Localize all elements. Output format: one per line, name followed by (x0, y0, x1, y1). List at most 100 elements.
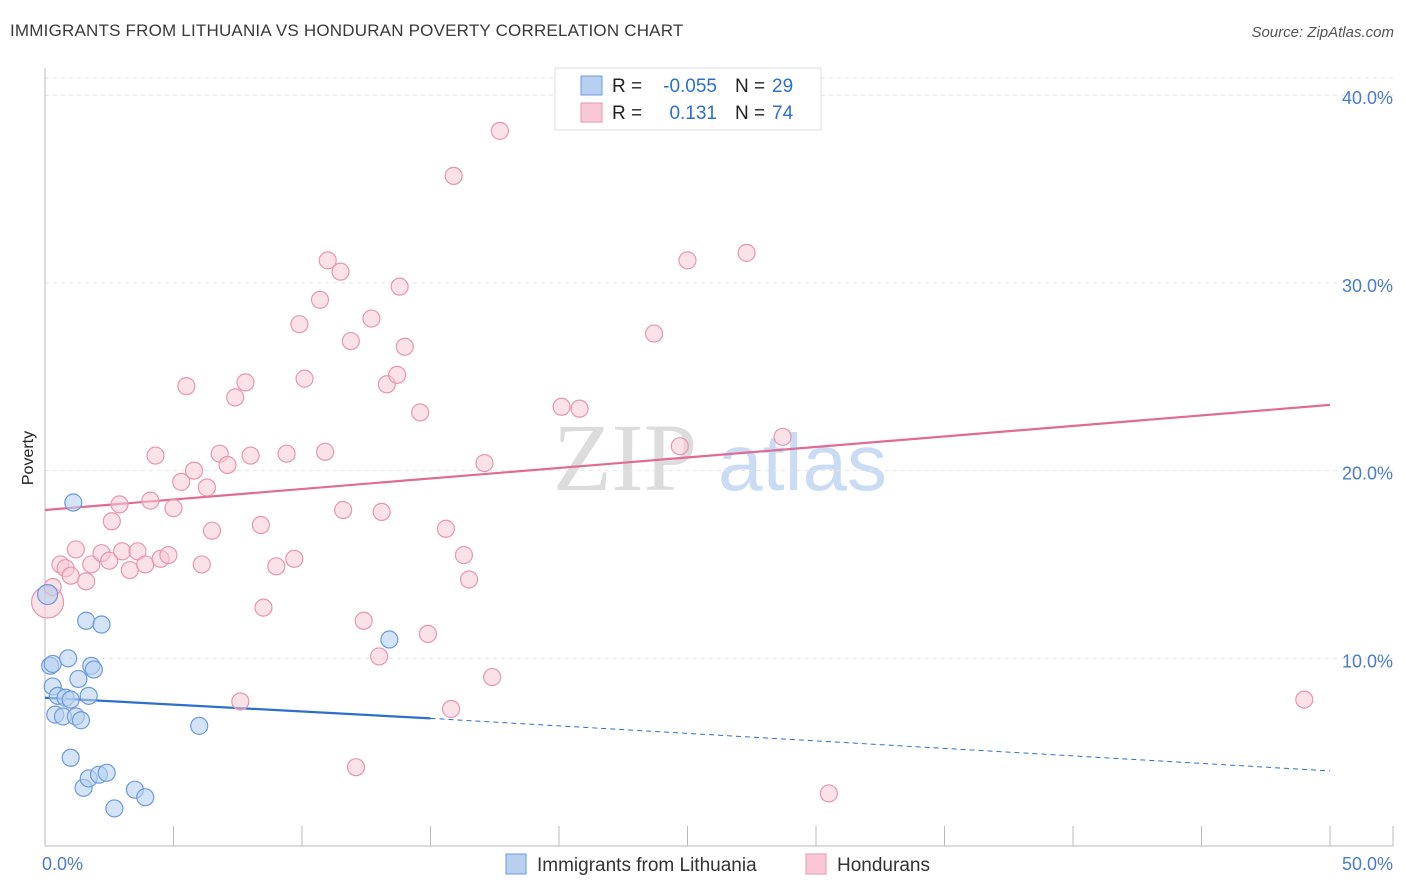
stats-legend: R = -0.055 N = 29 R = 0.131 N = 74 (554, 67, 822, 131)
point-hondurans (110, 495, 129, 514)
point-hondurans (295, 369, 314, 388)
point-hondurans (136, 555, 155, 574)
point-hondurans (678, 251, 697, 270)
point-hondurans (395, 337, 414, 356)
point-lithuania (36, 583, 59, 606)
point-hondurans (66, 540, 85, 559)
point-hondurans (112, 542, 132, 561)
point-hondurans (411, 403, 430, 422)
stats-n-value-1: 29 (772, 76, 793, 97)
stats-n-label-2: N = (735, 103, 765, 124)
point-lithuania (92, 615, 111, 634)
point-hondurans (277, 444, 296, 463)
axes (44, 68, 1394, 847)
point-lithuania (105, 799, 124, 818)
watermark-zip: ZIP (553, 404, 697, 511)
point-hondurans (159, 545, 178, 565)
point-hondurans (773, 427, 792, 446)
trend-line-lithuania-extension (430, 717, 1331, 772)
point-hondurans (354, 611, 373, 630)
point-hondurans (390, 277, 409, 296)
point-lithuania (61, 690, 80, 709)
x-tick-label-max: 50.0% (1342, 854, 1393, 874)
point-hondurans (670, 437, 689, 456)
point-lithuania (77, 611, 96, 630)
point-hondurans (475, 453, 494, 473)
point-hondurans (141, 491, 160, 510)
point-hondurans (490, 121, 509, 140)
point-hondurans (483, 667, 502, 687)
point-lithuania (71, 711, 91, 730)
point-hondurans (218, 455, 237, 475)
chart-title: IMMIGRANTS FROM LITHUANIA VS HONDURAN PO… (10, 21, 684, 40)
y-tick-label-30: 30.0% (1342, 276, 1393, 296)
point-lithuania (69, 669, 88, 689)
point-lithuania (43, 654, 62, 674)
point-hondurans (331, 262, 350, 281)
y-tick-label-40: 40.0% (1342, 88, 1393, 108)
point-lithuania (97, 763, 116, 782)
source-label: Source: ZipAtlas.com (1251, 24, 1394, 41)
point-hondurans (231, 692, 250, 711)
bottom-legend: Immigrants from Lithuania Hondurans (505, 853, 930, 876)
point-hondurans (436, 519, 456, 538)
point-lithuania (79, 686, 98, 705)
point-lithuania (136, 788, 155, 807)
data-points (30, 121, 1314, 818)
point-hondurans (100, 551, 119, 570)
y-axis-label: Poverty (20, 431, 37, 485)
point-hondurans (737, 243, 756, 262)
point-hondurans (82, 555, 101, 574)
point-hondurans (370, 647, 389, 666)
stats-r-label-1: R = (612, 76, 642, 97)
point-hondurans (387, 365, 407, 384)
point-hondurans (644, 324, 664, 343)
point-hondurans (318, 251, 337, 270)
point-hondurans (570, 399, 589, 418)
y-tick-label-20: 20.0% (1342, 464, 1393, 484)
point-lithuania (59, 649, 78, 668)
point-hondurans (285, 549, 304, 568)
point-hondurans (444, 166, 463, 186)
point-hondurans (1295, 690, 1314, 709)
point-hondurans (290, 315, 309, 334)
stats-legend-swatch-pink (580, 102, 603, 123)
point-hondurans (341, 331, 360, 351)
trend-line-hondurans (44, 403, 1331, 512)
stats-r-value-2: 0.131 (669, 103, 717, 124)
stats-r-label-2: R = (612, 103, 642, 124)
point-hondurans (197, 478, 217, 497)
point-lithuania (190, 716, 209, 735)
point-hondurans (459, 570, 479, 589)
stats-r-value-1: -0.055 (663, 76, 717, 97)
point-hondurans (267, 557, 286, 576)
point-hondurans (819, 784, 838, 803)
legend-swatch-hondurans (805, 853, 827, 875)
point-lithuania (64, 493, 83, 512)
point-lithuania (84, 660, 103, 679)
point-hondurans (192, 555, 211, 574)
point-hondurans (251, 515, 270, 535)
point-hondurans (164, 499, 183, 518)
x-tick-label-min: 0.0% (42, 854, 83, 874)
point-hondurans (177, 377, 196, 396)
point-hondurans (454, 545, 474, 565)
point-hondurans (346, 758, 366, 777)
point-lithuania (61, 748, 80, 767)
point-hondurans (254, 598, 273, 617)
legend-label-lithuania: Immigrants from Lithuania (537, 855, 757, 876)
point-hondurans (172, 472, 191, 491)
point-hondurans (241, 446, 260, 465)
point-hondurans (61, 566, 80, 585)
point-hondurans (184, 461, 204, 480)
point-hondurans (310, 290, 330, 309)
point-hondurans (362, 309, 381, 328)
point-lithuania (380, 630, 399, 649)
point-hondurans (441, 699, 461, 719)
point-hondurans (418, 624, 438, 643)
point-hondurans (236, 373, 255, 392)
point-hondurans (316, 442, 335, 461)
point-hondurans (77, 572, 96, 591)
point-hondurans (202, 521, 222, 540)
